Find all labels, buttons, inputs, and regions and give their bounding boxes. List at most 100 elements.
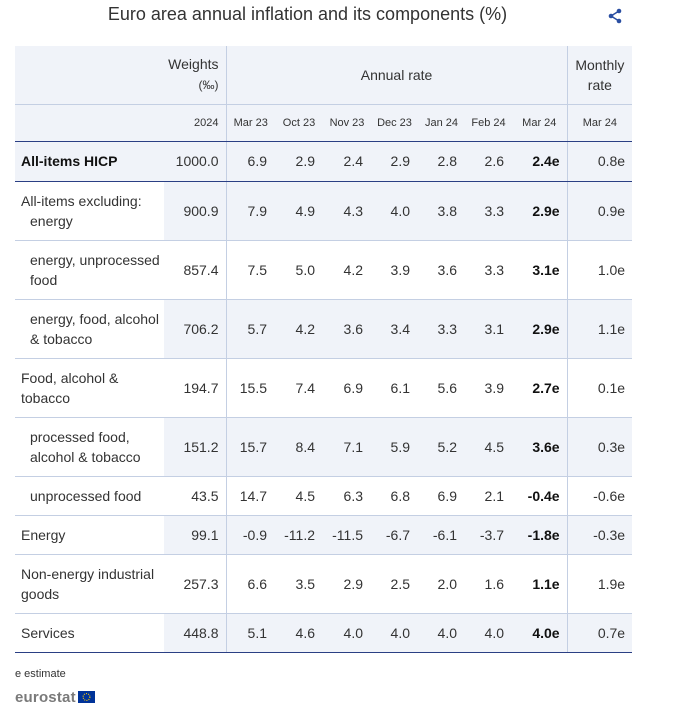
col-oct23: Oct 23 [275,104,323,142]
value-cell: 2.6 [465,141,512,182]
value-cell: 3.1 [465,299,512,359]
weight-cell: 1000.0 [164,141,227,182]
monthly-rate-cell: -0.3e [567,515,633,555]
row-label-line1: energy, food, alcohol [30,310,159,327]
value-cell: 3.3 [465,181,512,241]
monthly-rate-cell: -0.6e [567,476,633,516]
col-weights-year: 2024 [164,104,227,142]
value-cell: 4.2 [323,240,371,300]
value-cell: 6.1 [371,358,418,418]
value-cell: 3.3 [418,299,465,359]
value-cell: 3.5 [275,554,323,614]
row-label-line2: food [30,271,58,288]
row-label: unprocessed food [15,476,164,516]
value-cell: 1.6 [465,554,512,614]
row-label: energy, food, alcohol & tobacco [15,299,164,359]
row-label-line1: processed food, [30,428,130,445]
value-cell: 6.9 [418,476,465,516]
share-icon[interactable] [607,8,623,24]
table-row: Services 448.8 5.1 4.6 4.0 4.0 4.0 4.0 4… [15,613,633,653]
value-cell: 5.7 [226,299,275,359]
value-cell: 7.9 [226,181,275,241]
value-cell: 4.9 [275,181,323,241]
row-label: Non-energy industrial goods [15,554,164,614]
value-cell: 15.5 [226,358,275,418]
value-cell: 5.0 [275,240,323,300]
value-cell: 7.4 [275,358,323,418]
monthly-rate-cell: 0.9e [567,181,633,241]
row-label: All-items excluding: energy [15,181,164,241]
current-rate-cell: 1.1e [512,554,568,614]
row-label-line1: energy, unprocessed [30,251,160,268]
header-monthly-rate: Monthly rate [567,46,633,105]
value-cell: 6.6 [226,554,275,614]
value-cell: 4.0 [371,613,418,653]
row-label: All-items HICP [15,141,164,182]
current-rate-cell: 2.9e [512,299,568,359]
header-row-top: Weights (‰) Annual rate Monthly rate [15,46,633,105]
value-cell: 5.9 [371,417,418,477]
value-cell: -0.9 [226,515,275,555]
monthly-label: Monthly [575,56,625,73]
col-mar23: Mar 23 [226,104,275,142]
col-dec23: Dec 23 [371,104,418,142]
current-rate-cell: -1.8e [512,515,568,555]
header-blank [15,46,164,105]
value-cell: 4.0 [371,181,418,241]
table-row: energy, unprocessed food 857.4 7.5 5.0 4… [15,240,633,300]
row-label: Services [15,613,164,653]
value-cell: 2.4 [323,141,371,182]
table-row: Non-energy industrial goods 257.3 6.6 3.… [15,554,633,614]
weight-cell: 857.4 [164,240,227,300]
value-cell: 7.1 [323,417,371,477]
value-cell: 6.8 [371,476,418,516]
col-mar24: Mar 24 [512,104,568,142]
value-cell: -3.7 [465,515,512,555]
value-cell: 5.1 [226,613,275,653]
value-cell: 7.5 [226,240,275,300]
row-label: processed food, alcohol & tobacco [15,417,164,477]
chart-title: Euro area annual inflation and its compo… [107,4,508,24]
row-label-line2: alcohol & tobacco [30,448,141,465]
value-cell: 3.4 [371,299,418,359]
row-label: energy, unprocessed food [15,240,164,300]
value-cell: 2.9 [275,141,323,182]
eurostat-logo[interactable]: eurostat [15,688,95,706]
logo-text: eurostat [15,688,76,706]
header-row-periods: 2024 Mar 23 Oct 23 Nov 23 Dec 23 Jan 24 … [15,104,633,142]
row-label-line2: & tobacco [30,330,93,347]
weights-unit: (‰) [198,78,219,93]
value-cell: 2.8 [418,141,465,182]
header-annual-rate: Annual rate [226,46,568,105]
weight-cell: 151.2 [164,417,227,477]
header-weights: Weights (‰) [164,46,227,105]
value-cell: 6.3 [323,476,371,516]
col-nov23: Nov 23 [323,104,371,142]
value-cell: 6.9 [323,358,371,418]
col-feb24: Feb 24 [465,104,512,142]
inflation-table: Weights (‰) Annual rate Monthly rate 202… [15,46,633,653]
current-rate-cell: 4.0e [512,613,568,653]
row-label-line2: goods [21,585,60,602]
value-cell: -11.2 [275,515,323,555]
weight-cell: 448.8 [164,613,227,653]
table-row: energy, food, alcohol & tobacco 706.2 5.… [15,299,633,359]
value-cell: -6.7 [371,515,418,555]
value-cell: 4.5 [465,417,512,477]
weight-cell: 99.1 [164,515,227,555]
row-label-line1: Non-energy industrial [21,565,155,582]
value-cell: 5.2 [418,417,465,477]
monthly-rate-cell: 0.8e [567,141,633,182]
weight-cell: 706.2 [164,299,227,359]
value-cell: 4.5 [275,476,323,516]
value-cell: 3.8 [418,181,465,241]
weight-cell: 194.7 [164,358,227,418]
monthly-rate-cell: 1.9e [567,554,633,614]
table-row: Food, alcohol & tobacco 194.7 15.5 7.4 6… [15,358,633,418]
row-label: Energy [15,515,164,555]
weight-cell: 43.5 [164,476,227,516]
value-cell: -11.5 [323,515,371,555]
value-cell: 4.0 [418,613,465,653]
monthly-label-2: rate [587,76,612,93]
table-row: All-items HICP 1000.0 6.9 2.9 2.4 2.9 2.… [15,141,633,182]
